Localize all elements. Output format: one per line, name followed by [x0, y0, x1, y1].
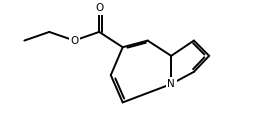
Text: O: O — [95, 3, 103, 13]
Text: O: O — [70, 36, 78, 46]
Text: N: N — [167, 79, 175, 89]
